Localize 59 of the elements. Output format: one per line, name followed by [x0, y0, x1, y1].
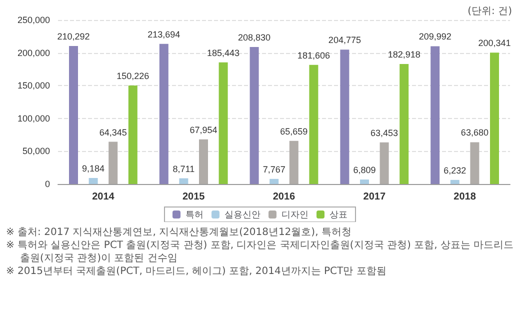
y-tick-label: 200,000	[17, 48, 50, 58]
data-label: 213,694	[148, 29, 180, 40]
y-tick-label: 150,000	[17, 80, 50, 91]
bar	[360, 180, 369, 184]
data-label: 150,226	[116, 70, 150, 81]
bar	[179, 178, 188, 184]
bar	[159, 44, 168, 184]
data-label: 6,809	[353, 165, 376, 176]
bar	[490, 52, 499, 184]
bar	[470, 142, 480, 184]
data-label: 200,341	[478, 38, 511, 48]
text: ※ 특허와 실용신안은 PCT 출원(지정국 관청) 포함, 디자인은 국제디자인출원(지정국 관청) 포함, 상표는 마드리드출원(지정국 관청)이 포함된 건수임	[6, 239, 515, 265]
data-label: 182,918	[388, 50, 420, 60]
legend-label: 실용신안	[224, 210, 260, 220]
data-label: 67,954	[190, 124, 218, 135]
y-tick-label: 0	[44, 179, 50, 189]
data-label: 64,345	[99, 127, 127, 138]
bar	[400, 64, 409, 184]
x-tick-label: 2015	[182, 192, 206, 202]
legend-label: 특허	[186, 210, 204, 220]
bar	[218, 62, 228, 184]
bar	[69, 46, 78, 184]
y-tick-label: 50,000	[22, 146, 50, 156]
bar	[309, 64, 318, 184]
data-label: 8,711	[172, 164, 195, 174]
data-label: 204,775	[328, 35, 361, 46]
text: ※ 출처: 2017 지식재산통계연보, 지식재산통계월보(2018년12월호), 특허청	[6, 226, 352, 239]
bar	[289, 140, 298, 184]
bar	[340, 50, 350, 184]
data-label: 7,767	[262, 164, 286, 174]
legend-label: 상표	[330, 210, 348, 220]
x-tick-label: 2018	[454, 192, 476, 202]
data-label: 63,680	[460, 128, 488, 138]
data-label: 65,659	[280, 126, 308, 136]
data-label: 185,443	[207, 48, 240, 58]
bar	[88, 178, 98, 184]
bar	[199, 139, 208, 184]
bar	[108, 142, 118, 184]
data-label: 6,232	[444, 165, 466, 176]
bar	[270, 178, 279, 184]
x-tick-label: 2014	[92, 192, 115, 202]
data-label: 209,992	[418, 32, 452, 42]
text: (단위: 건)	[468, 5, 512, 18]
legend-label: 디자인	[282, 210, 308, 220]
bar	[450, 180, 460, 184]
data-label: 208,830	[238, 32, 271, 43]
data-label: 63,453	[370, 128, 398, 138]
bar	[430, 46, 440, 184]
data-label: 181,606	[297, 50, 330, 60]
x-tick-label: 2016	[272, 192, 296, 202]
bar	[128, 85, 138, 184]
data-label: 210,292	[57, 32, 90, 42]
data-label: 9,184	[82, 163, 105, 174]
x-tick-label: 2017	[363, 192, 386, 202]
y-tick-label: 250,000	[17, 15, 50, 25]
y-tick-label: 100,000	[17, 113, 50, 124]
bar	[380, 142, 389, 184]
bar	[250, 47, 259, 184]
text: ※ 2015년부터 국제출원(PCT, 마드리드, 헤이그) 포함, 2014년까지는 PCT만 포함됨	[6, 265, 388, 278]
